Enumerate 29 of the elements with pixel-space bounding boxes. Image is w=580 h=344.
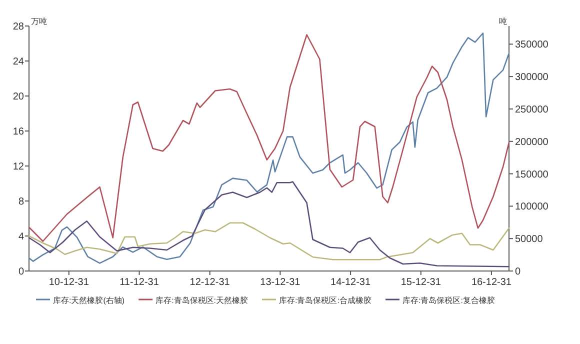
x-tick-label: 11-12-31 [120,277,160,288]
legend-label: 库存:青岛保税区:天然橡胶 [156,296,248,305]
y-tick-label: 16 [12,126,24,138]
y2-tick-label: 150000 [515,169,549,180]
x-tick-label: 16-12-31 [471,277,512,288]
legend-label: 库存:天然橡胶(右轴) [53,296,125,305]
x-tick-label: 13-12-31 [260,277,301,288]
y-tick-label: 12 [12,162,24,172]
x-tick-label: 14-12-31 [330,277,371,288]
x-tick-label: 10-12-31 [48,277,90,288]
y2-tick-label: 200000 [515,136,549,148]
x-tick-label: 15-12-31 [400,277,442,288]
y-tick-label: 28 [12,22,24,32]
y-tick-label: 4 [18,232,24,242]
x-tick-label: 12-12-31 [190,277,230,288]
y2-tick-label: 100000 [515,202,549,213]
y2-tick-label: 350000 [515,40,549,51]
legend-label: 库存:青岛保税区:合成橡胶 [279,296,372,305]
y2-axis-title: 吨 [499,17,507,26]
y2-tick-label: 50000 [515,234,544,246]
y-axis-title: 万吨 [31,17,47,26]
y2-tick-label: 0 [515,266,521,278]
y-tick-label: 0 [18,266,24,278]
legend-label: 库存:青岛保税区:复合橡胶 [402,296,495,305]
y-tick-label: 24 [12,56,24,68]
y2-tick-label: 250000 [515,104,549,116]
y2-tick-label: 300000 [515,72,549,84]
y-tick-label: 20 [12,92,24,102]
y-tick-label: 8 [18,196,24,208]
